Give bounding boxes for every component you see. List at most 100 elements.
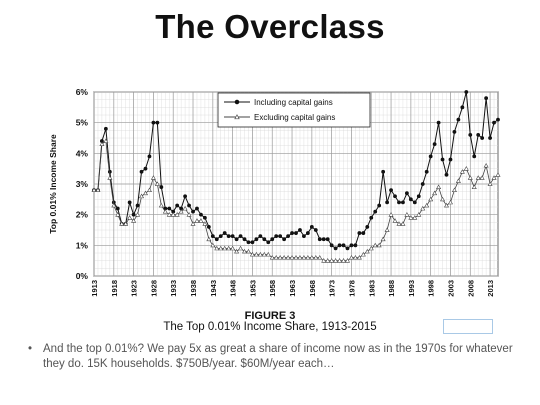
data-point-excluding (376, 242, 382, 248)
data-point-including (341, 243, 346, 248)
data-point-including (345, 246, 350, 251)
data-point-including (191, 209, 195, 214)
data-point-excluding (487, 181, 493, 186)
data-point-excluding (91, 187, 97, 193)
data-point-including (472, 154, 477, 159)
data-point-including (147, 154, 152, 159)
data-point-excluding (325, 258, 331, 263)
data-point-excluding (479, 175, 485, 180)
data-point-excluding (432, 190, 438, 196)
x-tick-label: 1913 (90, 280, 99, 297)
data-point-excluding (253, 251, 259, 257)
y-tick-label: 2% (76, 210, 89, 220)
data-point-including (369, 215, 374, 220)
data-point-excluding (127, 215, 133, 220)
data-point-including (302, 234, 306, 239)
data-point-excluding (182, 205, 188, 211)
data-point-excluding (99, 141, 105, 147)
data-point-excluding (317, 254, 323, 260)
data-point-excluding (455, 178, 461, 183)
data-point-including (294, 231, 298, 235)
data-point-excluding (218, 245, 224, 251)
data-point-excluding (131, 218, 137, 223)
data-point-excluding (269, 254, 275, 260)
legend-label: Excluding capital gains (254, 113, 335, 122)
data-point-including (349, 243, 354, 248)
data-point-excluding (388, 212, 394, 217)
caption-highlight-box (443, 319, 493, 334)
data-point-including (401, 200, 405, 205)
data-point-excluding (368, 245, 374, 251)
data-point-excluding (408, 215, 414, 220)
x-tick-label: 2003 (446, 280, 455, 297)
data-point-excluding (198, 218, 204, 223)
data-point-including (476, 133, 481, 137)
data-point-excluding (273, 254, 279, 260)
data-point-including (199, 212, 203, 217)
x-tick-label: 1968 (308, 280, 317, 297)
data-point-including (373, 209, 378, 214)
data-point-including (155, 120, 160, 125)
data-point-including (464, 90, 469, 94)
data-point-excluding (337, 258, 343, 263)
legend-box (217, 92, 371, 128)
data-point-including (337, 243, 342, 248)
x-tick-label: 1988 (387, 280, 396, 297)
data-point-excluding (313, 254, 319, 260)
data-point-including (238, 234, 243, 239)
data-point-excluding (428, 196, 434, 202)
data-point-including (397, 200, 401, 205)
data-point-excluding (341, 258, 347, 263)
data-point-excluding (289, 254, 295, 260)
data-point-including (365, 225, 370, 229)
data-point-including (460, 105, 465, 110)
data-point-excluding (107, 175, 113, 180)
data-point-excluding (348, 254, 354, 260)
x-tick-label: 1948 (229, 280, 238, 297)
data-point-including (139, 169, 144, 174)
x-tick-label: 1923 (130, 280, 139, 297)
data-point-including (420, 182, 425, 186)
data-point-including (305, 231, 310, 235)
data-point-excluding (261, 251, 267, 257)
y-tick-label: 4% (76, 148, 89, 158)
data-point-including (203, 215, 207, 220)
x-tick-label: 1933 (169, 280, 178, 297)
data-point-excluding (206, 236, 212, 242)
data-point-including (282, 237, 287, 242)
data-point-excluding (190, 221, 196, 226)
data-point-including (424, 169, 429, 174)
data-point-including (262, 237, 267, 242)
data-point-excluding (321, 258, 327, 263)
data-point-including (313, 228, 318, 232)
data-point-including (210, 234, 215, 239)
bullet-dot: • (28, 343, 33, 355)
data-point-including (187, 203, 191, 208)
data-point-excluding (230, 245, 236, 251)
data-point-including (428, 154, 433, 159)
data-point-excluding (491, 175, 497, 180)
data-point-excluding (249, 251, 255, 257)
data-point-including (309, 225, 314, 229)
data-point-excluding (483, 162, 489, 168)
data-point-excluding (329, 258, 335, 263)
data-point-including (270, 237, 275, 242)
y-tick-label: 5% (76, 118, 89, 128)
data-point-including (393, 194, 397, 199)
data-point-including (353, 243, 358, 248)
data-point-including (405, 191, 409, 196)
data-point-excluding (123, 221, 129, 226)
x-tick-label: 1958 (268, 280, 277, 297)
data-point-including (317, 237, 322, 242)
data-point-excluding (364, 248, 370, 254)
data-point-including (222, 231, 227, 235)
data-point-including (329, 243, 334, 248)
x-tick-label: 1993 (407, 280, 416, 297)
data-point-excluding (277, 254, 283, 260)
data-point-including (412, 200, 417, 205)
data-point-including (195, 206, 199, 211)
y-tick-label: 1% (76, 240, 89, 250)
data-point-including (408, 197, 413, 202)
data-point-excluding (257, 251, 263, 257)
data-point-excluding (463, 166, 469, 171)
